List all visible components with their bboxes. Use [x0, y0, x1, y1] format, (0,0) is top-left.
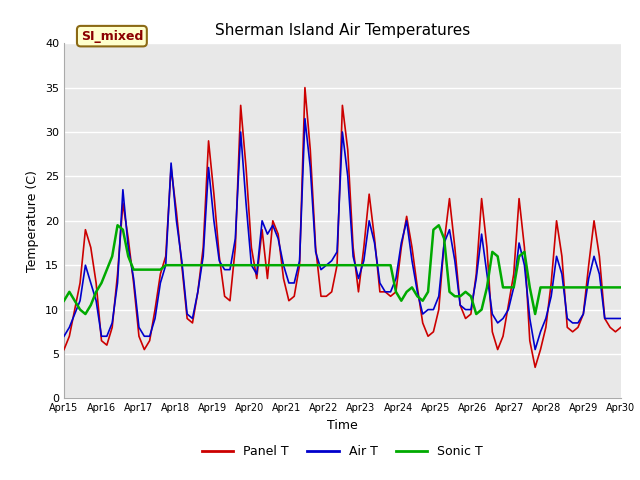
Text: SI_mixed: SI_mixed [81, 30, 143, 43]
Y-axis label: Temperature (C): Temperature (C) [26, 170, 40, 272]
Legend: Panel T, Air T, Sonic T: Panel T, Air T, Sonic T [196, 440, 488, 463]
X-axis label: Time: Time [327, 419, 358, 432]
Title: Sherman Island Air Temperatures: Sherman Island Air Temperatures [215, 23, 470, 38]
